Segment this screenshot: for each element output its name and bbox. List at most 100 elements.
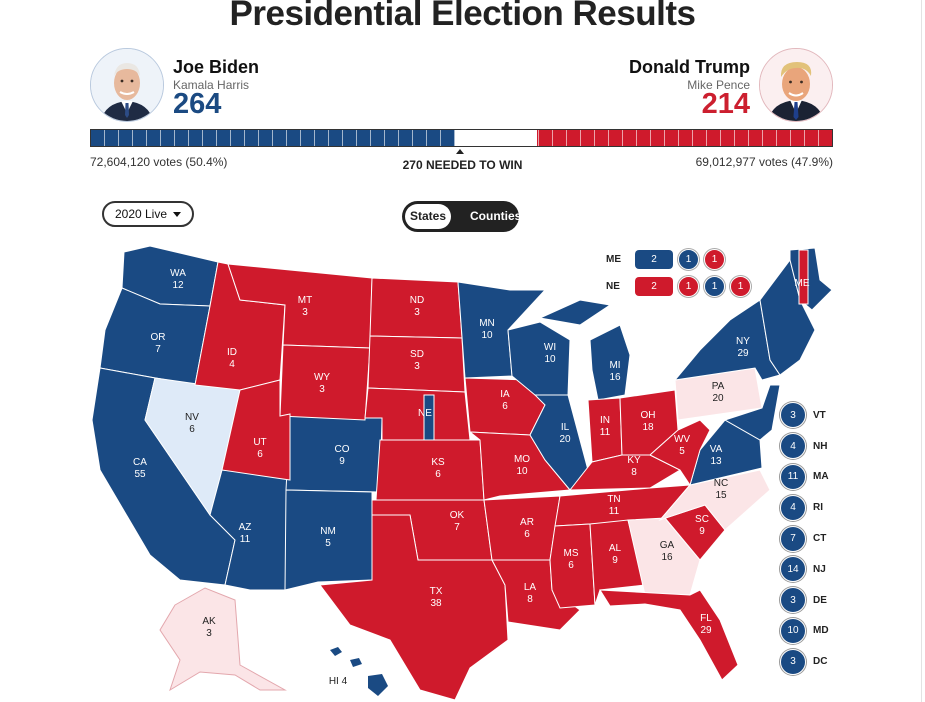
state-ev-ms: 6 bbox=[568, 560, 574, 571]
year-select[interactable]: 2020 Live bbox=[102, 201, 194, 227]
state-ak[interactable] bbox=[159, 587, 287, 692]
states-counties-toggle[interactable]: States Counties bbox=[402, 201, 522, 232]
small-state-code: VT bbox=[813, 409, 826, 421]
state-ev-wa: 12 bbox=[172, 280, 184, 291]
small-state-md[interactable]: 10 MD bbox=[780, 616, 829, 647]
page-title: Presidential Election Results bbox=[229, 0, 696, 33]
me-district-2[interactable] bbox=[798, 249, 809, 305]
small-state-code: RI bbox=[813, 502, 823, 514]
state-label-ne: NE bbox=[418, 408, 432, 419]
state-ev-nd: 3 bbox=[414, 307, 420, 318]
small-state-nj[interactable]: 14 NJ bbox=[780, 554, 829, 585]
me-statewide-pill[interactable]: 2 bbox=[635, 250, 673, 269]
state-hi[interactable] bbox=[330, 647, 388, 696]
ne-district-1-dot[interactable]: 1 bbox=[678, 276, 699, 297]
small-state-dc[interactable]: 3 DC bbox=[780, 646, 829, 677]
state-ev-ia: 6 bbox=[502, 401, 508, 412]
state-ev-wv: 5 bbox=[679, 446, 685, 457]
state-label-tn: TN bbox=[607, 494, 620, 505]
state-label-ia: IA bbox=[500, 389, 510, 400]
biden-name: Joe Biden bbox=[173, 57, 260, 77]
small-state-ev-badge: 4 bbox=[780, 433, 806, 460]
state-ar[interactable] bbox=[483, 495, 561, 561]
state-ev-mt: 3 bbox=[302, 307, 308, 318]
small-state-nh[interactable]: 4 NH bbox=[780, 431, 829, 462]
state-ev-ar: 6 bbox=[524, 529, 530, 540]
state-label-ca: CA bbox=[133, 457, 147, 468]
state-ev-ks: 6 bbox=[435, 469, 441, 480]
state-label-mt: MT bbox=[298, 295, 312, 306]
state-tx[interactable] bbox=[319, 514, 509, 701]
state-label-va: VA bbox=[710, 444, 723, 455]
chevron-down-icon bbox=[173, 211, 182, 217]
electoral-vote-bar bbox=[90, 129, 833, 147]
ne-statewide-pill[interactable]: 2 bbox=[635, 277, 673, 296]
small-state-ev-badge: 3 bbox=[780, 648, 806, 675]
small-state-vt[interactable]: 3 VT bbox=[780, 400, 829, 431]
toggle-states[interactable]: States bbox=[405, 204, 451, 229]
state-ev-ga: 16 bbox=[661, 552, 673, 563]
state-ev-ut: 6 bbox=[257, 449, 263, 460]
small-state-de[interactable]: 3 DE bbox=[780, 585, 829, 616]
state-label-al: AL bbox=[609, 543, 622, 554]
me-district-1-dot[interactable]: 1 bbox=[678, 249, 699, 270]
small-state-code: DC bbox=[813, 656, 828, 668]
biden-electoral-votes: 264 bbox=[173, 88, 222, 120]
state-al[interactable] bbox=[589, 519, 646, 606]
state-label-fl: FL bbox=[700, 613, 712, 624]
ne-code: NE bbox=[606, 281, 620, 292]
state-mi-up[interactable] bbox=[538, 299, 612, 326]
state-label-co: CO bbox=[335, 444, 350, 455]
me-code: ME bbox=[606, 254, 621, 265]
state-label-oh: OH bbox=[641, 410, 656, 421]
small-state-code: NJ bbox=[813, 563, 826, 575]
state-label-mn: MN bbox=[479, 318, 495, 329]
state-ks[interactable] bbox=[375, 439, 485, 501]
page-border bbox=[921, 0, 922, 702]
state-fl[interactable] bbox=[599, 589, 739, 681]
state-label-wv: WV bbox=[674, 434, 690, 445]
state-label-nm: NM bbox=[320, 526, 336, 537]
state-ev-ca: 55 bbox=[134, 469, 146, 480]
biden-avatar bbox=[90, 48, 164, 122]
trump-popular-votes: 69,012,977 votes (47.9%) bbox=[695, 155, 833, 169]
state-wy[interactable] bbox=[279, 344, 371, 421]
ne-district-2-dot[interactable]: 1 bbox=[704, 276, 725, 297]
small-state-ev-badge: 7 bbox=[780, 525, 806, 552]
trump-avatar bbox=[759, 48, 833, 122]
state-label-az: AZ bbox=[239, 522, 252, 533]
small-state-ev-badge: 3 bbox=[780, 587, 806, 614]
state-ut[interactable] bbox=[221, 379, 291, 481]
win-threshold-marker bbox=[456, 149, 464, 154]
trump-name: Donald Trump bbox=[629, 57, 750, 77]
state-label-in: IN bbox=[600, 415, 610, 426]
state-ev-sd: 3 bbox=[414, 361, 420, 372]
state-label-hi: HI 4 bbox=[329, 676, 348, 687]
state-il[interactable] bbox=[529, 394, 589, 491]
state-ev-mi: 16 bbox=[609, 372, 621, 383]
state-ga[interactable] bbox=[627, 517, 701, 596]
small-state-ri[interactable]: 4 RI bbox=[780, 492, 829, 523]
state-ev-wi: 10 bbox=[544, 354, 556, 365]
state-nm[interactable] bbox=[284, 489, 373, 591]
state-label-ks: KS bbox=[431, 457, 445, 468]
state-md-de-nj[interactable] bbox=[723, 384, 781, 441]
state-wv[interactable] bbox=[649, 419, 711, 487]
small-state-ct[interactable]: 7 CT bbox=[780, 523, 829, 554]
ne-district-3-dot[interactable]: 1 bbox=[730, 276, 751, 297]
state-mi[interactable] bbox=[589, 324, 631, 401]
me-district-2-dot[interactable]: 1 bbox=[704, 249, 725, 270]
small-state-ev-badge: 11 bbox=[780, 463, 806, 490]
ne-split-row: NE 2 1 1 1 bbox=[606, 276, 751, 297]
state-label-sd: SD bbox=[410, 349, 424, 360]
small-state-ma[interactable]: 11 MA bbox=[780, 462, 829, 493]
trump-running-mate: Mike Pence bbox=[687, 78, 750, 92]
state-label-la: LA bbox=[524, 582, 537, 593]
toggle-counties[interactable]: Counties bbox=[470, 209, 522, 223]
state-ev-ky: 8 bbox=[631, 467, 637, 478]
state-label-nv: NV bbox=[185, 412, 199, 423]
small-state-code: MD bbox=[813, 625, 829, 637]
state-ev-al: 9 bbox=[612, 555, 618, 566]
state-label-pa: PA bbox=[712, 381, 725, 392]
